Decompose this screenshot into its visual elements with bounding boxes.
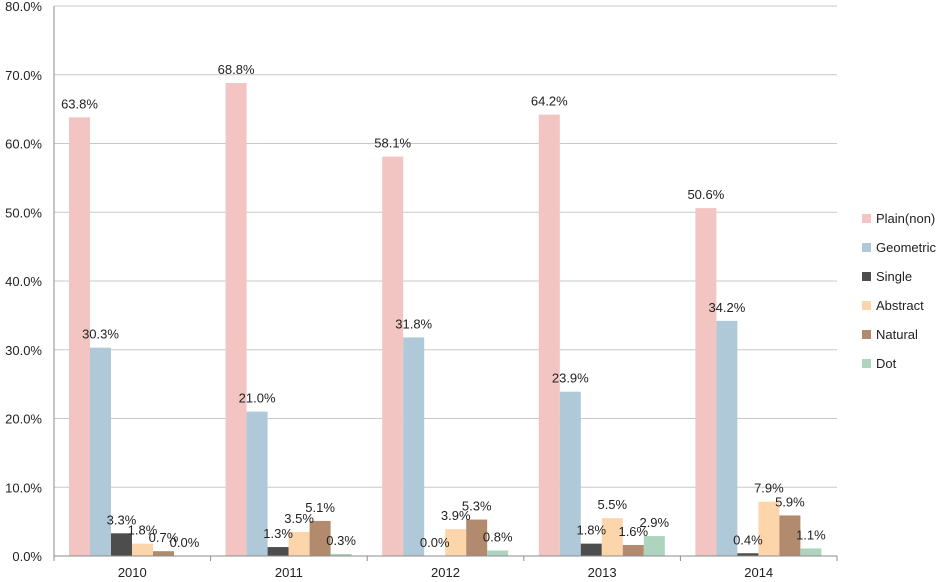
- data-label: 3.5%: [284, 511, 314, 526]
- data-label: 2.9%: [639, 515, 669, 530]
- y-tick-label: 30.0%: [5, 343, 42, 358]
- y-tick-label: 0.0%: [12, 549, 42, 564]
- legend-swatch: [862, 272, 871, 281]
- y-tick-label: 50.0%: [5, 205, 42, 220]
- data-label: 1.3%: [263, 526, 293, 541]
- bar-geometric-2013: [559, 391, 581, 556]
- x-tick-label: 2011: [275, 565, 303, 580]
- data-label: 21.0%: [239, 391, 276, 406]
- data-label: 50.6%: [687, 187, 724, 202]
- bar-plain-non-2014: [695, 208, 717, 556]
- bar-natural-2010: [153, 551, 174, 556]
- y-tick-label: 20.0%: [5, 412, 42, 427]
- data-label: 64.2%: [531, 94, 568, 109]
- x-tick-label: 2013: [588, 565, 617, 580]
- legend-swatch: [862, 243, 871, 252]
- bar-geometric-2014: [716, 320, 738, 556]
- bar-dot-2012: [487, 550, 509, 556]
- data-label: 0.0%: [420, 535, 450, 550]
- data-label: 0.8%: [483, 530, 513, 545]
- legend-label: Dot: [876, 356, 897, 371]
- legend-label: Plain(non): [876, 211, 935, 226]
- bar-geometric-2012: [403, 337, 425, 556]
- axes: [53, 6, 838, 561]
- data-label: 5.9%: [775, 494, 805, 509]
- bar-single-2010: [111, 533, 132, 556]
- data-label: 3.3%: [107, 512, 137, 527]
- data-label: 0.3%: [326, 533, 356, 548]
- gridlines: [54, 5, 837, 488]
- data-label: 1.8%: [576, 523, 606, 538]
- bar-plain-non-2013: [538, 114, 560, 556]
- y-axis-tick-labels: 0.0% 10.0% 20.0% 30.0% 40.0% 50.0% 60.0% 70.0% 8…: [5, 0, 42, 564]
- x-tick-label: 2010: [118, 565, 147, 580]
- y-tick-label: 60.0%: [5, 137, 42, 152]
- y-tick-label: 40.0%: [5, 274, 42, 289]
- legend-label: Natural: [876, 327, 918, 342]
- data-label: 58.1%: [374, 136, 411, 151]
- bar-plain-non-2012: [382, 156, 404, 556]
- legend-swatch: [862, 330, 871, 339]
- data-label: 5.3%: [462, 499, 492, 514]
- y-tick-label: 70.0%: [5, 68, 42, 83]
- data-label: 1.6%: [618, 524, 648, 539]
- data-label: 0.7%: [149, 530, 179, 545]
- legend-label: Single: [876, 269, 912, 284]
- bar-natural-2014: [779, 515, 801, 556]
- data-label: 30.3%: [82, 327, 119, 342]
- bar-abstract-2010: [132, 543, 153, 556]
- data-labels: 63.8%30.3%3.3%1.8%0.7%0.0%68.8%21.0%1.3%…: [61, 62, 826, 550]
- bar-abstract-2014: [758, 501, 780, 556]
- x-axis-tick-labels: 2010 2011 2012 2013 2014: [118, 565, 773, 580]
- bar-dot-2013: [643, 536, 665, 556]
- bar-plain-non-2010: [69, 117, 90, 556]
- data-label: 1.8%: [128, 523, 158, 538]
- y-tick-label: 80.0%: [5, 0, 42, 14]
- data-label: 63.8%: [61, 96, 98, 111]
- data-label: 0.0%: [170, 535, 200, 550]
- legend-label: Abstract: [876, 298, 924, 313]
- data-label: 5.5%: [597, 497, 627, 512]
- data-label: 68.8%: [218, 62, 255, 77]
- data-label: 23.9%: [552, 371, 589, 386]
- bar-single-2011: [267, 547, 289, 556]
- legend: Plain(non) Geometric Single Abstract Natural…: [862, 211, 936, 371]
- bar-natural-2012: [466, 519, 488, 556]
- bar-natural-2013: [622, 545, 644, 556]
- data-label: 1.1%: [796, 527, 826, 542]
- bar-abstract-2013: [601, 518, 623, 556]
- bar-natural-2011: [309, 520, 331, 556]
- data-label: 0.4%: [733, 532, 763, 547]
- x-tick-label: 2012: [431, 565, 460, 580]
- data-label: 3.9%: [441, 508, 471, 523]
- data-label: 34.2%: [708, 300, 745, 315]
- data-label: 31.8%: [395, 316, 432, 331]
- bar-abstract-2011: [288, 531, 310, 556]
- bar-dot-2011: [330, 553, 352, 556]
- legend-swatch: [862, 359, 871, 368]
- x-tick-label: 2014: [744, 565, 773, 580]
- legend-swatch: [862, 214, 871, 223]
- bar-abstract-2012: [445, 529, 467, 556]
- bar-single-2014: [737, 553, 759, 556]
- y-tick-label: 10.0%: [5, 480, 42, 495]
- bar-single-2013: [580, 543, 602, 556]
- bar-geometric-2011: [246, 411, 268, 556]
- bar-geometric-2010: [90, 347, 111, 556]
- legend-label: Geometric: [876, 240, 936, 255]
- data-label: 7.9%: [754, 481, 784, 496]
- bar-plain-non-2011: [225, 83, 247, 556]
- data-label: 5.1%: [305, 500, 335, 515]
- legend-swatch: [862, 301, 871, 310]
- bar-dot-2014: [800, 548, 822, 556]
- bars: [69, 83, 822, 556]
